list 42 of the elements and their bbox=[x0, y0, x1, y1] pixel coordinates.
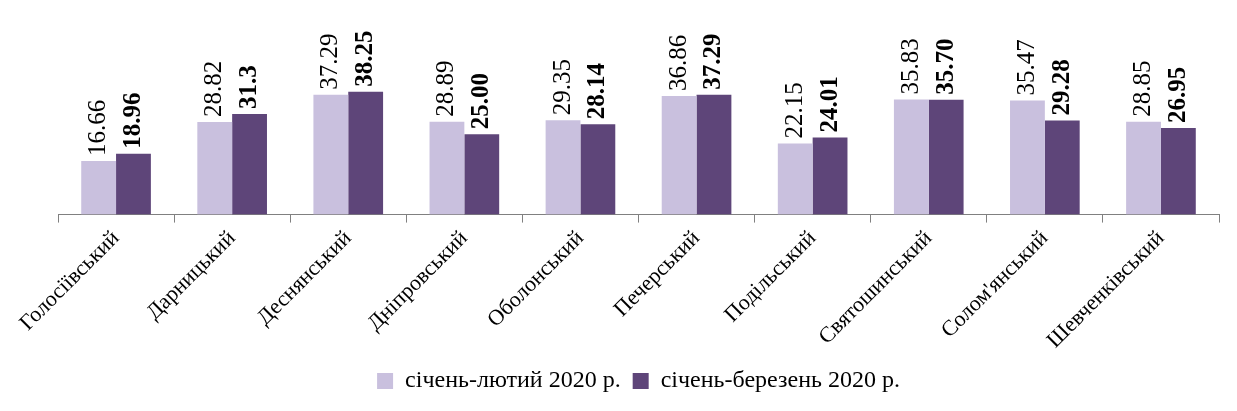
bar bbox=[197, 121, 233, 215]
bar bbox=[116, 153, 151, 215]
legend-label: січень-лютий 2020 р. bbox=[405, 366, 621, 393]
data-label: 36.86 bbox=[663, 34, 691, 92]
bar bbox=[777, 143, 813, 215]
data-label: 28.82 bbox=[199, 60, 227, 117]
data-label: 35.83 bbox=[895, 38, 923, 95]
data-label: 25.00 bbox=[466, 72, 494, 130]
bar bbox=[893, 99, 929, 215]
bar bbox=[928, 99, 964, 215]
data-label: 22.15 bbox=[779, 82, 807, 139]
data-label: 35.70 bbox=[930, 38, 958, 95]
bar bbox=[81, 161, 117, 215]
bar bbox=[696, 94, 732, 215]
data-label: 29.28 bbox=[1046, 59, 1074, 116]
bar bbox=[545, 120, 581, 215]
bar bbox=[580, 124, 616, 215]
data-label: 24.01 bbox=[814, 76, 842, 133]
bar bbox=[429, 121, 465, 215]
bar bbox=[1160, 127, 1196, 215]
data-label: 37.29 bbox=[315, 33, 343, 90]
bar bbox=[313, 94, 349, 215]
data-label: 28.85 bbox=[1128, 60, 1156, 117]
bar bbox=[661, 96, 697, 215]
legend-label: січень-березень 2020 р. bbox=[660, 366, 900, 393]
data-label: 38.25 bbox=[350, 30, 378, 87]
bar bbox=[464, 134, 500, 215]
bar bbox=[232, 113, 267, 215]
bar bbox=[812, 137, 848, 215]
bar bbox=[1044, 120, 1080, 215]
data-label: 18.96 bbox=[117, 92, 145, 149]
data-label: 37.29 bbox=[698, 33, 726, 90]
data-label: 35.47 bbox=[1012, 39, 1039, 96]
data-label: 28.89 bbox=[431, 60, 459, 117]
data-label: 31.3 bbox=[234, 65, 262, 109]
data-label: 28.14 bbox=[582, 62, 610, 120]
data-label: 29.35 bbox=[547, 58, 575, 116]
bar bbox=[1126, 121, 1161, 215]
bar bbox=[348, 91, 384, 215]
bar bbox=[1010, 100, 1045, 215]
data-label: 26.95 bbox=[1162, 66, 1190, 123]
data-label: 16.66 bbox=[83, 99, 111, 157]
